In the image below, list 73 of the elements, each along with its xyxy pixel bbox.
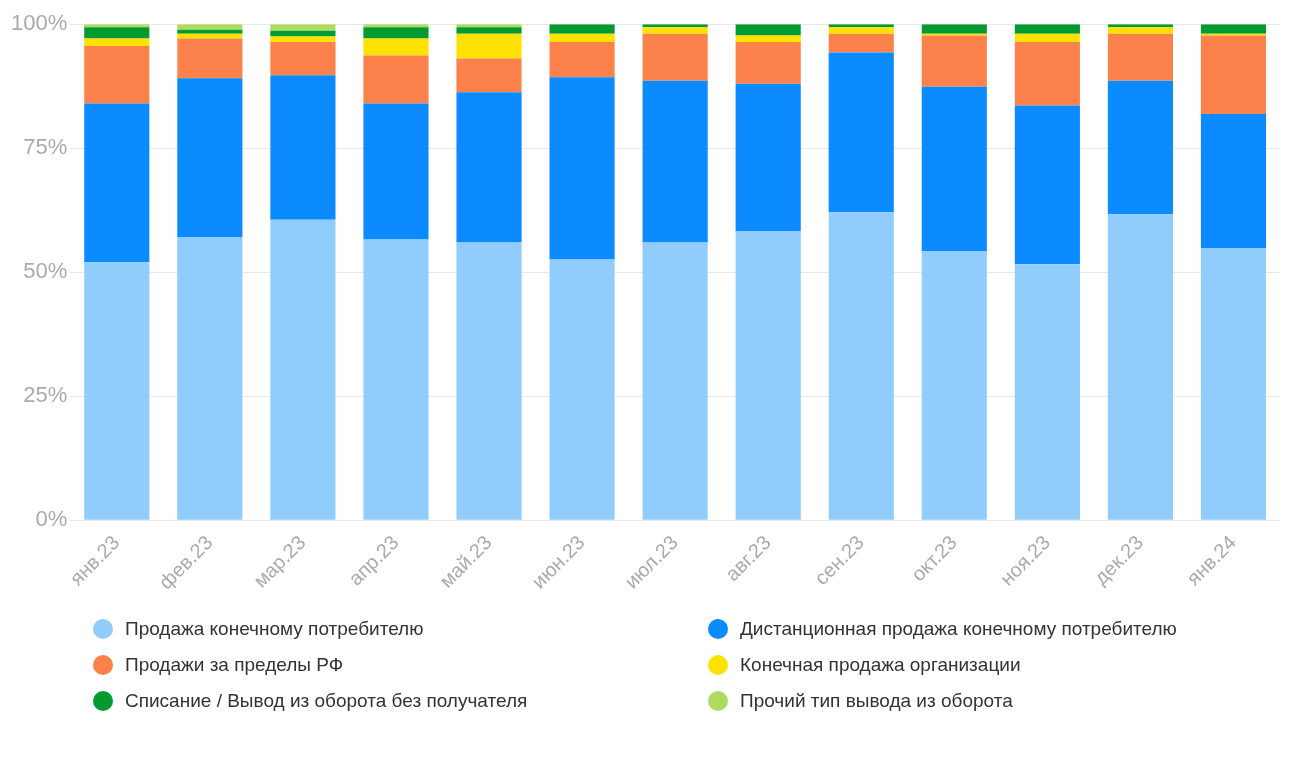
legend-label: Продажи за пределы РФ: [125, 654, 344, 676]
bar: [177, 237, 243, 520]
bar: [828, 52, 894, 213]
bar: [270, 30, 336, 37]
bar: [735, 231, 801, 520]
bar: [921, 86, 987, 251]
bar: [549, 33, 615, 43]
bar: [642, 80, 708, 243]
bar: [456, 242, 522, 520]
bar: [177, 78, 243, 238]
bar: [1107, 214, 1173, 520]
bar: [921, 250, 987, 520]
bar: [921, 35, 987, 87]
bar: [177, 33, 243, 39]
bar: [177, 29, 243, 34]
bar: [1200, 247, 1267, 520]
legend-label: Списание / Вывод из оборота без получателя: [125, 690, 528, 712]
bar: [84, 46, 150, 104]
bar: [549, 77, 615, 260]
bar: [1200, 35, 1267, 114]
bar: [549, 42, 615, 78]
bar: [1200, 114, 1267, 248]
bar: [456, 27, 522, 34]
bar: [177, 38, 243, 79]
bar: [828, 33, 894, 53]
bar: [828, 212, 894, 520]
bar: [363, 103, 429, 240]
bar: [270, 24, 336, 31]
legend-label: Конечная продажа организации: [740, 654, 1021, 676]
bar: [1014, 42, 1080, 106]
bar: [270, 42, 336, 76]
bar: [1107, 33, 1173, 81]
bar: [1014, 24, 1080, 34]
bar: [84, 262, 150, 520]
bar: [735, 24, 801, 36]
legend-label: Прочий тип вывода из оборота: [740, 690, 1013, 712]
bar: [735, 83, 801, 232]
bar: [456, 92, 522, 243]
bar: [270, 219, 336, 520]
bar: [177, 24, 243, 30]
bar: [642, 33, 708, 81]
bar: [1200, 24, 1267, 34]
bar: [735, 35, 801, 43]
bar: [270, 75, 336, 220]
bar: [642, 242, 708, 520]
bar: [84, 27, 150, 39]
bar: [456, 33, 522, 59]
bar: [270, 36, 336, 43]
bar: [549, 24, 615, 34]
bar: [363, 27, 429, 39]
y-tick-label: 50%: [23, 258, 68, 284]
bar: [549, 259, 615, 520]
legend-label: Дистанционная продажа конечному потребителю: [740, 618, 1177, 640]
bar: [84, 38, 150, 47]
bar: [363, 55, 429, 104]
bar: [363, 239, 429, 520]
bar: [456, 58, 522, 93]
y-tick-label: 100%: [10, 10, 68, 36]
bar: [1014, 264, 1080, 520]
y-tick-label: 25%: [23, 382, 68, 408]
y-tick-label: 75%: [23, 134, 68, 160]
bar: [1014, 33, 1080, 43]
bar: [642, 27, 708, 34]
bar: [1107, 27, 1173, 34]
bar: [1014, 105, 1080, 265]
bar: [84, 103, 150, 263]
bar: [921, 24, 987, 34]
bar: [363, 38, 429, 56]
legend-label: Продажа конечному потребителю: [125, 618, 424, 640]
y-tick-label: 0%: [35, 506, 68, 532]
bar: [828, 27, 894, 34]
bar: [1107, 80, 1173, 215]
bar: [735, 42, 801, 84]
